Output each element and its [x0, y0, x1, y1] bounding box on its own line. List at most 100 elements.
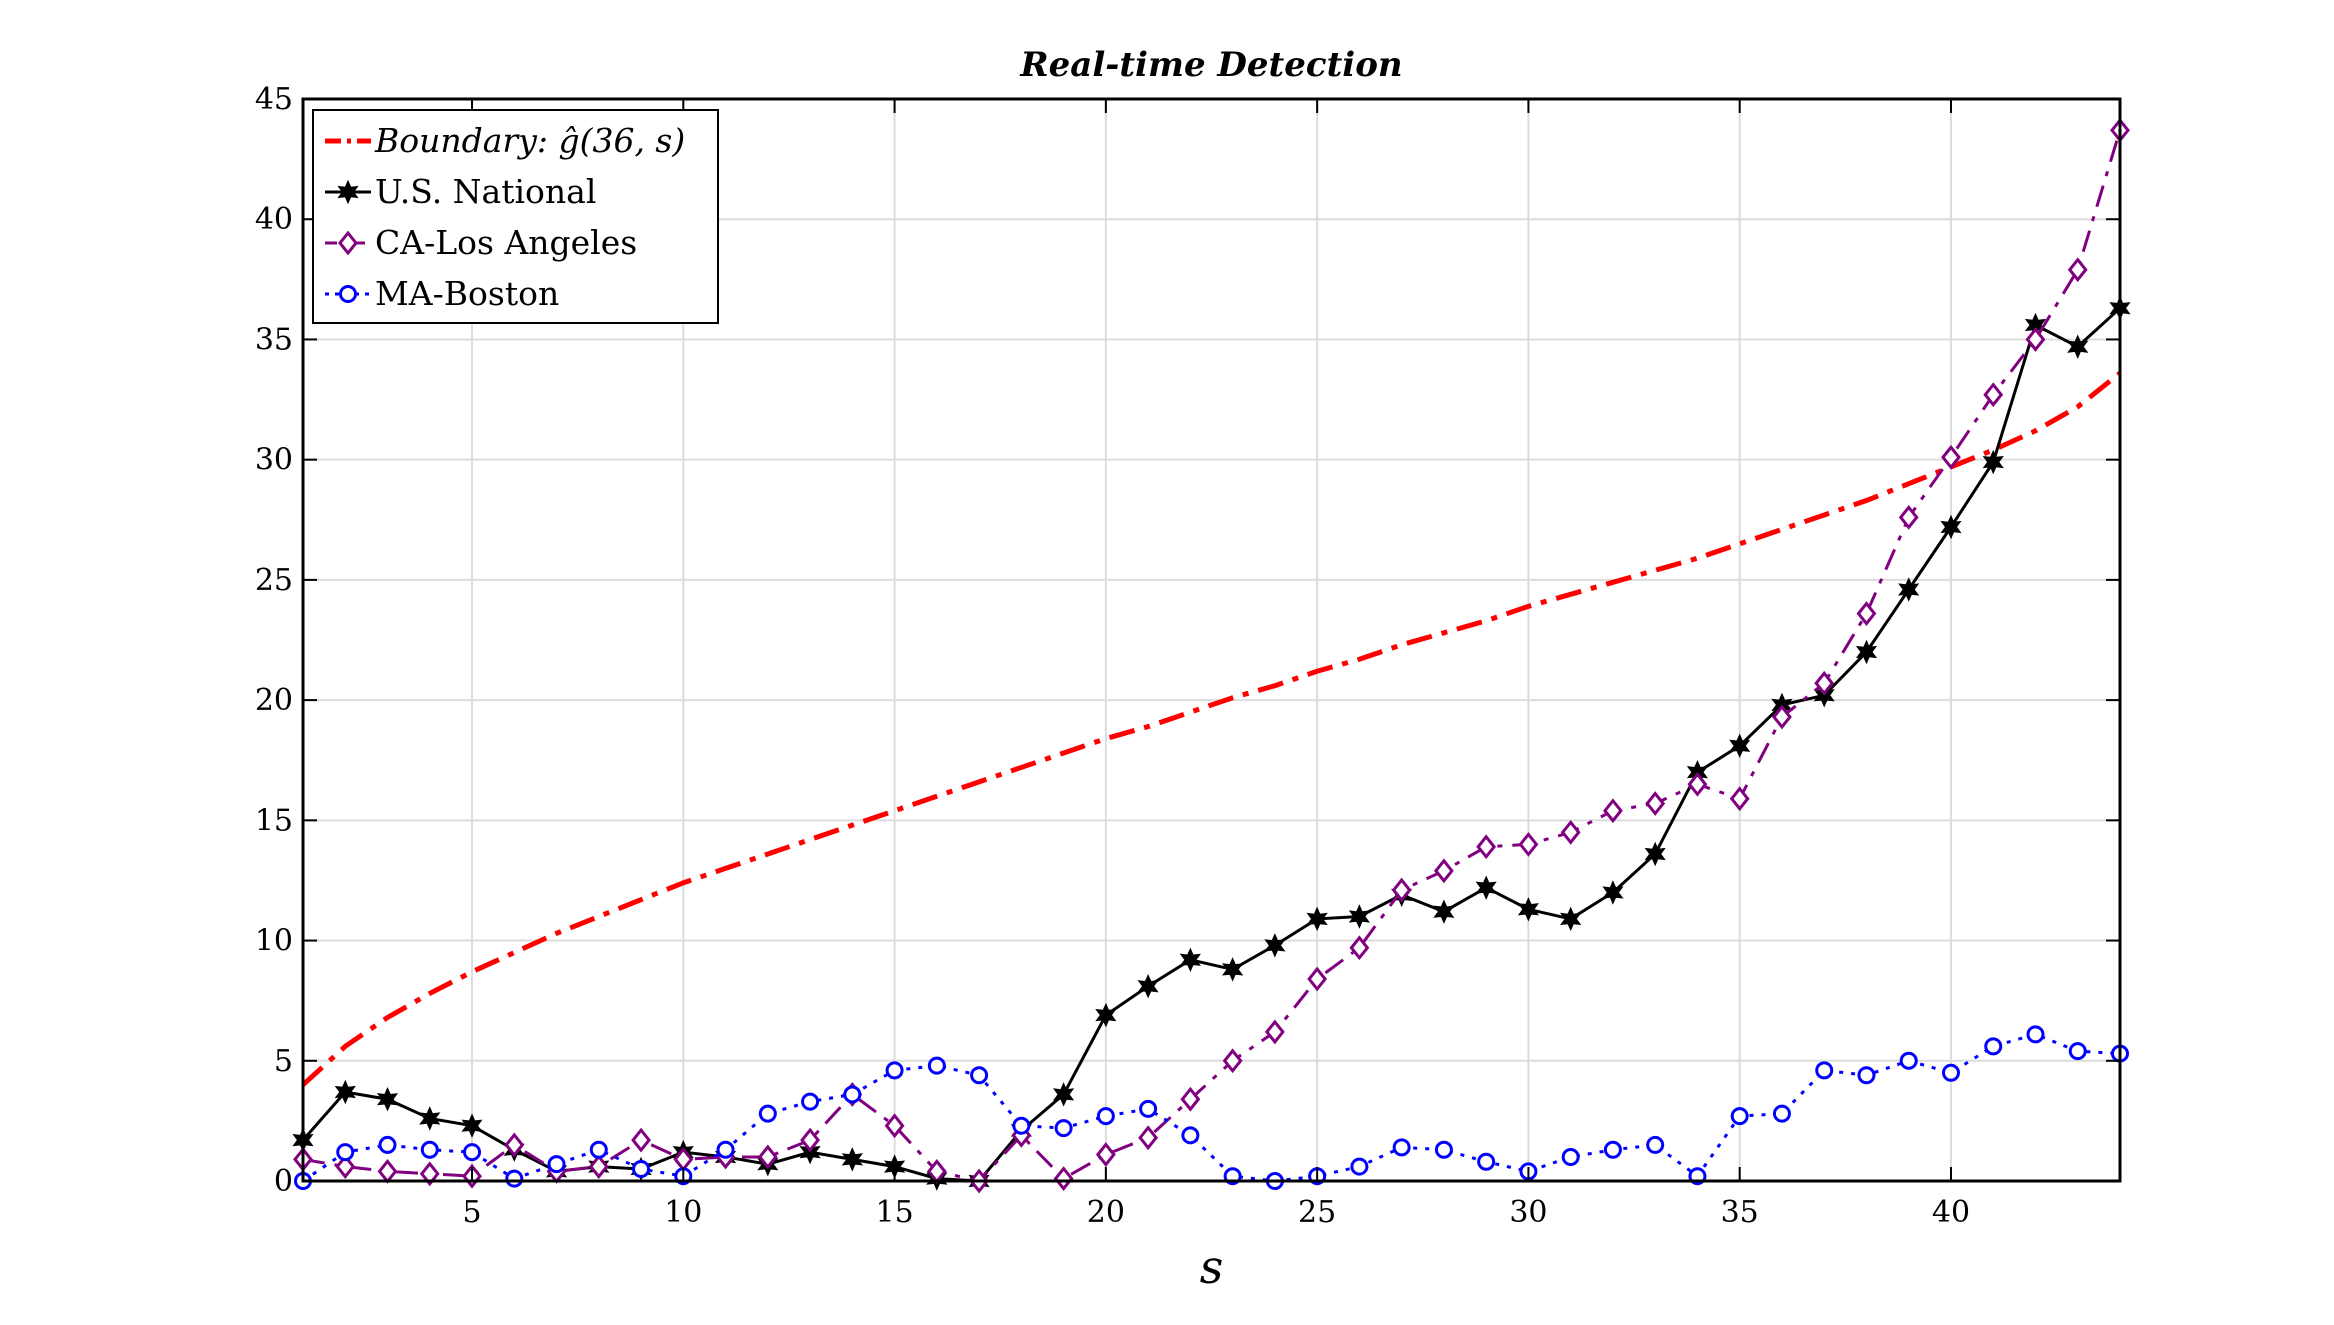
- series-ca-los-angeles: [293, 117, 2130, 1194]
- boundary-line: [301, 371, 2122, 1087]
- ca-los-angeles-point: [1772, 704, 1792, 730]
- series-layer: [292, 117, 2131, 1194]
- u-s-national-point: [1729, 733, 1751, 759]
- u-s-national-point: [1433, 899, 1455, 924]
- u-s-national-point: [1517, 897, 1539, 922]
- x-tick-label: 25: [1298, 1195, 1336, 1230]
- ma-boston-point: [801, 1092, 820, 1111]
- ma-boston-point: [1561, 1147, 1580, 1166]
- series-ma-boston: [294, 1025, 2129, 1190]
- ca-los-angeles-point: [1307, 966, 1328, 992]
- series-boundary: [301, 371, 2122, 1087]
- x-tick-label: 5: [462, 1195, 481, 1230]
- ma-boston-point: [1012, 1116, 1031, 1135]
- ca-los-angeles-point: [1518, 831, 1539, 857]
- u-s-national-point: [1179, 947, 1201, 973]
- ma-boston-point: [1941, 1063, 1960, 1082]
- u-s-national-point: [1560, 906, 1582, 932]
- x-tick-label: 10: [664, 1195, 702, 1230]
- u-s-national-point: [1644, 841, 1666, 867]
- legend-marker: [338, 230, 358, 256]
- ca-los-angeles-point: [1729, 786, 1750, 812]
- ca-los-angeles-point: [1476, 834, 1497, 860]
- ca-los-angeles-point: [1645, 791, 1666, 816]
- ca-los-angeles-point: [1603, 798, 1623, 824]
- ca-los-angeles-point: [1814, 670, 1835, 696]
- ca-los-angeles-point: [377, 1158, 398, 1184]
- y-tick-label: 35: [255, 322, 293, 357]
- ca-los-angeles-line: [302, 129, 2122, 1183]
- ma-boston-point: [1054, 1119, 1073, 1138]
- u-s-national-point: [1306, 906, 1328, 932]
- series-u-s-national: [292, 295, 2131, 1194]
- ma-boston-point: [1096, 1107, 1115, 1126]
- ca-los-angeles-point: [1053, 1166, 1074, 1191]
- ma-boston-point: [1434, 1140, 1453, 1159]
- ma-boston-point: [2068, 1042, 2087, 1061]
- u-s-national-point: [1095, 1002, 1117, 1028]
- legend: Boundary: ĝ(36, s) U.S. National CA-Los An…: [312, 109, 719, 324]
- ca-los-angeles-point: [1391, 877, 1412, 903]
- legend-marker: [337, 179, 359, 205]
- u-s-national-point: [1855, 639, 1878, 665]
- ca-los-angeles-point: [1264, 1019, 1285, 1045]
- u-s-national-point: [1053, 1082, 1075, 1107]
- ma-boston-point: [632, 1159, 651, 1178]
- ma-boston-point: [758, 1104, 777, 1123]
- y-tick-label: 40: [255, 202, 293, 237]
- ma-boston-point: [1392, 1138, 1411, 1157]
- x-tick-label: 35: [1721, 1195, 1759, 1230]
- ma-boston-point: [1477, 1152, 1496, 1171]
- ca-los-angeles-point: [1856, 601, 1877, 626]
- ca-los-angeles-point: [1560, 819, 1581, 845]
- chart-title: Real-time Detection: [1019, 45, 1402, 85]
- u-s-national-point: [419, 1106, 441, 1131]
- u-s-national-point: [1222, 957, 1244, 982]
- legend-entry: CA-Los Angeles: [325, 223, 637, 262]
- u-s-national-point: [1264, 933, 1286, 958]
- ma-boston-point: [378, 1135, 397, 1154]
- x-tick-label: 30: [1509, 1195, 1547, 1230]
- legend-items: Boundary: ĝ(36, s) U.S. National CA-Los An…: [325, 121, 685, 313]
- ma-boston-point: [1772, 1104, 1791, 1123]
- ca-los-angeles-point: [504, 1132, 525, 1158]
- ma-boston-line: [302, 1032, 2121, 1183]
- ma-boston-point: [1899, 1051, 1918, 1070]
- y-tick-label: 25: [255, 563, 293, 598]
- u-s-national-point: [1940, 514, 1962, 540]
- u-s-national-point: [376, 1086, 399, 1112]
- u-s-national-point: [2067, 334, 2089, 359]
- ca-los-angeles-point: [2025, 327, 2046, 352]
- legend-entry: MA-Boston: [325, 274, 559, 313]
- x-tick-label: 15: [875, 1195, 913, 1230]
- ma-boston-point: [716, 1140, 735, 1159]
- u-s-national-point: [1475, 875, 1497, 900]
- ma-boston-point: [1815, 1061, 1834, 1080]
- ca-los-angeles-point: [335, 1154, 356, 1179]
- ma-boston-point: [1646, 1135, 1665, 1154]
- ca-los-angeles-point: [1180, 1086, 1201, 1112]
- ma-boston-point: [1350, 1157, 1369, 1176]
- ca-los-angeles-point: [1349, 935, 1370, 961]
- u-s-national-point: [1602, 880, 1624, 905]
- ma-boston-point: [547, 1155, 566, 1174]
- ma-boston-point: [1857, 1066, 1876, 1085]
- ca-los-angeles-point: [1433, 858, 1454, 884]
- legend-marker: [339, 285, 357, 303]
- ma-boston-point: [1984, 1037, 2003, 1056]
- ca-los-angeles-point: [1983, 382, 2004, 408]
- ma-boston-point: [1730, 1107, 1749, 1126]
- legend-entry: U.S. National: [325, 172, 596, 211]
- u-s-national-point: [334, 1079, 356, 1105]
- y-tick-label: 10: [255, 924, 293, 959]
- u-s-national-point: [461, 1113, 483, 1138]
- ma-boston-point: [927, 1056, 946, 1075]
- ca-los-angeles-point: [1898, 504, 1919, 530]
- ca-los-angeles-point: [1095, 1142, 1116, 1167]
- ca-los-angeles-point: [757, 1144, 778, 1170]
- plot-frame: [301, 97, 2122, 1183]
- u-s-national-point: [841, 1147, 863, 1172]
- y-tick-label: 45: [255, 82, 293, 117]
- legend-label: Boundary: ĝ(36, s): [374, 121, 685, 160]
- ma-boston-point: [843, 1085, 862, 1104]
